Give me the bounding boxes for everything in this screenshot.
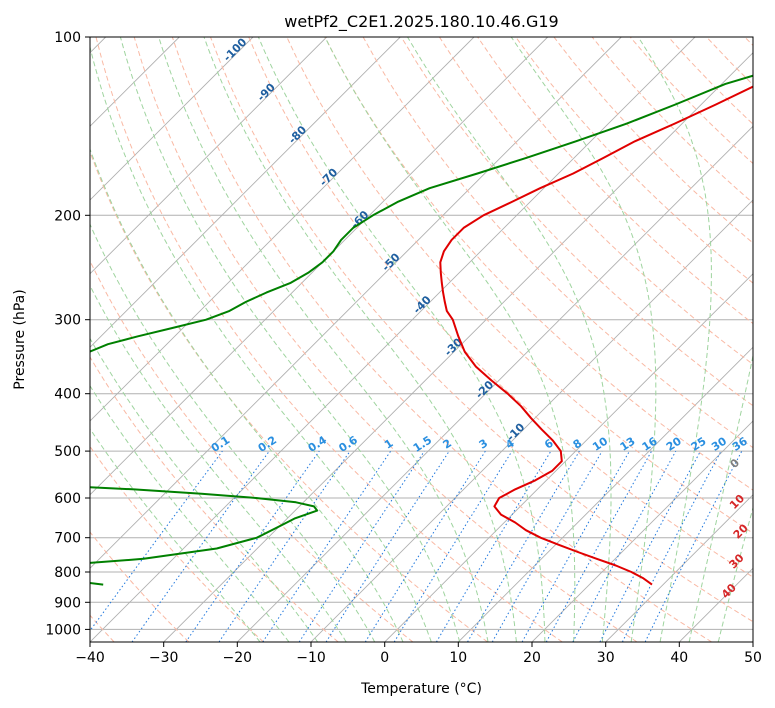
moist-adiabat--16 bbox=[90, 384, 290, 642]
x-axis-label: Temperature (°C) bbox=[360, 681, 482, 697]
isotherm-10 bbox=[457, 346, 753, 642]
dry-adiabat-100 bbox=[400, 37, 753, 407]
mixing-ratio-13 bbox=[521, 450, 630, 642]
isotherm--80 bbox=[90, 37, 401, 348]
reference-lines bbox=[90, 37, 753, 642]
isotherm--20 bbox=[236, 125, 753, 642]
dry-adiabat-60 bbox=[248, 37, 753, 578]
dry-adiabat--10 bbox=[90, 356, 339, 642]
dry-adiabat-30 bbox=[133, 37, 638, 642]
y-tick-label: 800 bbox=[54, 565, 81, 581]
isotherm--100 bbox=[90, 37, 254, 201]
x-tick-label: 20 bbox=[523, 650, 541, 666]
x-tick-label: 30 bbox=[597, 650, 615, 666]
y-tick-label: 400 bbox=[54, 387, 81, 403]
y-tick-label: 200 bbox=[54, 208, 81, 224]
dry-adiabat-80 bbox=[324, 37, 753, 491]
x-tick-label: −20 bbox=[223, 650, 253, 666]
y-tick-label: 600 bbox=[54, 491, 81, 507]
moist-adiabat-12 bbox=[158, 37, 489, 642]
isotherm-30 bbox=[605, 494, 753, 642]
moist-adiabat--4 bbox=[90, 222, 376, 642]
dry-adiabat-20 bbox=[95, 37, 563, 642]
chart-title: wetPf2_C2E1.2025.180.10.46.G19 bbox=[284, 12, 558, 32]
mixing-ratio-2 bbox=[325, 450, 450, 642]
x-axis-ticks: −40 −30 −20 −10 0 10 20 30 40 50 bbox=[75, 642, 762, 666]
dry-adiabat-130 bbox=[515, 37, 753, 284]
mixing-ratio-4 bbox=[393, 450, 513, 642]
profile-series bbox=[90, 74, 753, 586]
moist-adiabat-36 bbox=[637, 37, 712, 642]
x-tick-label: 0 bbox=[380, 650, 389, 666]
moist-adiabat-24 bbox=[324, 37, 576, 642]
dry-adiabat-10 bbox=[90, 150, 488, 642]
isotherm--50 bbox=[90, 37, 622, 569]
moist-adiabat-28 bbox=[407, 37, 612, 642]
isotherm--60 bbox=[90, 37, 549, 496]
moist-adiabat-4 bbox=[90, 44, 432, 642]
dry-adiabat-40 bbox=[171, 37, 712, 642]
moist-adiabat-40 bbox=[688, 353, 753, 642]
moist-adiabat--12 bbox=[90, 337, 319, 642]
isotherm-20 bbox=[531, 420, 753, 642]
x-tick-label: 50 bbox=[744, 650, 762, 666]
dry-adiabat--20 bbox=[90, 445, 264, 642]
profile-line-1 bbox=[439, 85, 753, 586]
isotherm--70 bbox=[90, 37, 475, 422]
dry-adiabat-110 bbox=[438, 37, 753, 366]
isotherm-50 bbox=[752, 641, 753, 642]
x-tick-label: −30 bbox=[149, 650, 179, 666]
y-tick-label: 300 bbox=[54, 313, 81, 329]
mixing-ratio-0.2 bbox=[131, 450, 270, 642]
mixing-ratio-1.5 bbox=[298, 450, 425, 642]
dry-adiabat-50 bbox=[210, 37, 753, 623]
y-tick-label: 700 bbox=[54, 531, 81, 547]
moist-adiabat-16 bbox=[203, 37, 517, 642]
moist-adiabat-20 bbox=[257, 37, 546, 642]
mixing-ratio-16 bbox=[545, 450, 653, 642]
mixing-ratio-0.1 bbox=[90, 450, 223, 632]
isotherm--90 bbox=[90, 37, 328, 275]
mixing-ratio-1 bbox=[262, 450, 392, 642]
y-tick-label: 100 bbox=[54, 30, 81, 46]
dry-adiabat--30 bbox=[90, 531, 190, 642]
mixing-ratio-36 bbox=[644, 450, 743, 642]
moist-adiabat-0 bbox=[90, 147, 404, 642]
moist-adiabat-44 bbox=[717, 505, 753, 642]
moist-adiabat--20 bbox=[90, 427, 261, 642]
y-axis-ticks: 100 200 300 400 500 600 700 800 900 1000 bbox=[45, 30, 90, 638]
isotherm--40 bbox=[90, 37, 696, 642]
y-axis-label: Pressure (hPa) bbox=[12, 289, 28, 389]
y-tick-label: 500 bbox=[54, 444, 81, 460]
plot-frame bbox=[89, 36, 754, 643]
y-tick-label: 900 bbox=[54, 595, 81, 611]
x-tick-label: 10 bbox=[449, 650, 467, 666]
isotherm--30 bbox=[163, 52, 753, 642]
mixing-ratio-0.6 bbox=[218, 450, 351, 642]
moist-adiabat-32 bbox=[510, 37, 657, 642]
profile-line-2 bbox=[90, 74, 753, 586]
moist-adiabat-8 bbox=[119, 37, 461, 642]
x-tick-label: −40 bbox=[75, 650, 105, 666]
isotherm-0 bbox=[384, 273, 753, 642]
mixing-ratio-0.4 bbox=[185, 450, 320, 642]
dry-adiabat-0 bbox=[90, 259, 414, 642]
y-tick-label: 1000 bbox=[45, 622, 81, 638]
x-tick-label: 40 bbox=[670, 650, 688, 666]
moist-adiabat--8 bbox=[90, 284, 347, 642]
x-tick-label: −10 bbox=[296, 650, 326, 666]
